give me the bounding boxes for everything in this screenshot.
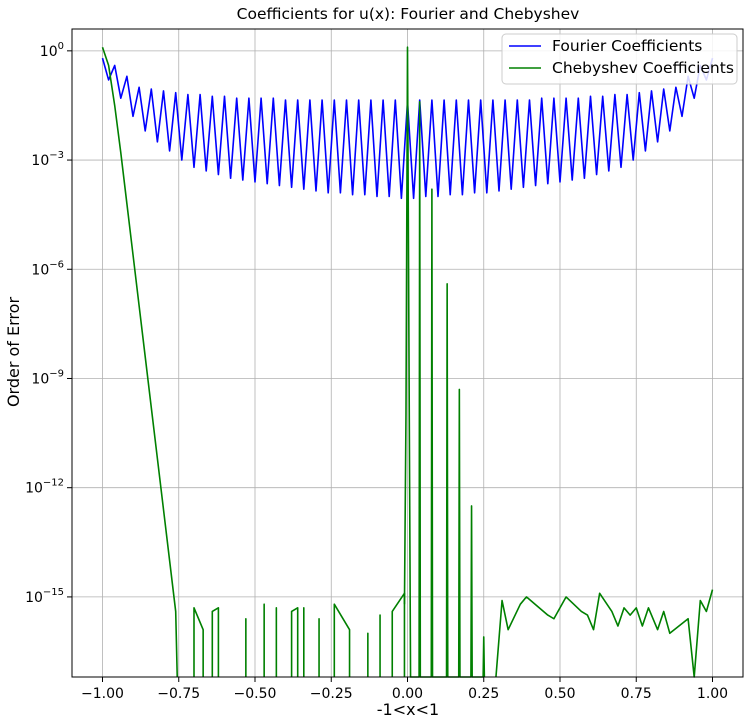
legend: Fourier Coefficients Chebyshev Coefficie… [501,33,738,85]
y-tick-label: 10−12 [25,478,64,497]
chart-title: Coefficients for u(x): Fourier and Cheby… [237,5,580,23]
series-chebyshev-floor-right [495,589,714,678]
legend-label-fourier: Fourier Coefficients [552,37,702,55]
x-tick-label: 0.25 [468,686,499,702]
legend-label-chebyshev: Chebyshev Coefficients [552,59,734,77]
y-tick-label: 10−15 [25,587,64,606]
x-tick-label: −0.75 [157,686,200,702]
y-tick-label: 10−3 [31,150,64,169]
y-axis: 100 10−3 10−6 10−9 10−12 10−15 [25,41,72,606]
y-tick-label: 100 [40,41,64,60]
y-tick-label: 10−9 [31,368,64,387]
x-tick-label: −0.25 [310,686,353,702]
series-chebyshev-floor-segment [333,603,351,677]
y-axis-label: Order of Error [4,297,23,407]
series-chebyshev-decay [101,46,179,678]
legend-box [501,33,738,85]
series-chebyshev-floor-segment [193,607,204,677]
x-tick-label: 0.00 [392,686,423,702]
plot-area [101,46,714,678]
x-tick-label: 0.75 [621,686,652,702]
x-tick-label: −1.00 [81,686,124,702]
series-chebyshev-floor-segment [211,607,220,677]
x-tick-label: 0.50 [544,686,575,702]
y-tick-label: 10−6 [31,259,64,278]
series-chebyshev-floor-segment [391,592,406,677]
series-chebyshev-floor-segment [290,607,299,677]
x-axis: −1.00 −0.75 −0.50 −0.25 0.00 0.25 0.50 0.75 1.00 [81,677,728,702]
x-tick-label: 1.00 [697,686,728,702]
x-tick-label: −0.50 [234,686,277,702]
x-axis-label: -1<x<1 [377,700,439,719]
